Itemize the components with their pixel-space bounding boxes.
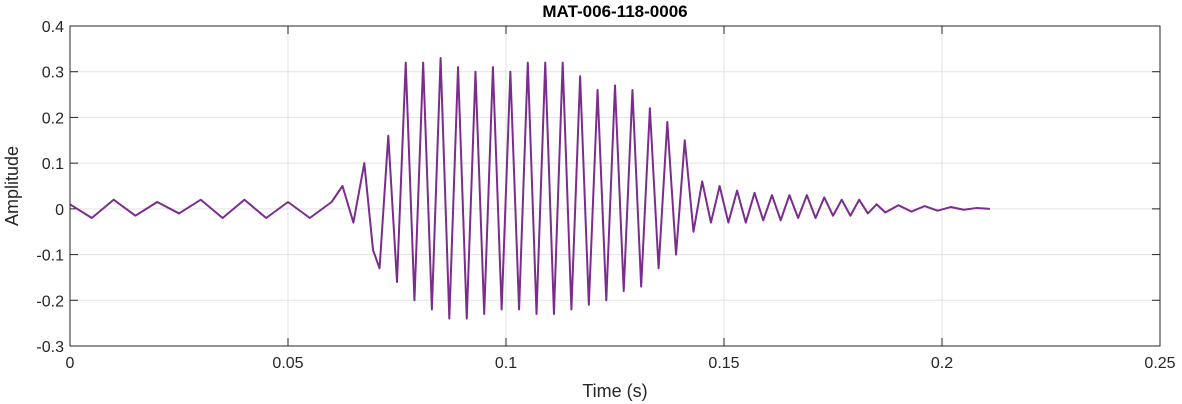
x-tick-label: 0.05 xyxy=(272,355,303,372)
plot-area xyxy=(70,26,1160,346)
tick-labels: 0 0.05 0.1 0.15 0.2 0.25 -0.3 -0.2 -0.1 0 0.1 0.2 0.… xyxy=(36,19,1175,372)
x-tick-label: 0.2 xyxy=(931,355,953,372)
x-tick-label: 0 xyxy=(66,355,75,372)
x-axis-label: Time (s) xyxy=(582,381,647,401)
y-tick-label: 0.2 xyxy=(42,110,64,127)
chart-title: MAT-006-118-0006 xyxy=(542,2,687,21)
x-tick-label: 0.25 xyxy=(1144,355,1175,372)
y-tick-label: -0.1 xyxy=(36,248,64,265)
x-tick-label: 0.15 xyxy=(708,355,739,372)
y-tick-label: -0.3 xyxy=(36,339,64,356)
y-tick-label: 0 xyxy=(55,202,64,219)
y-tick-label: 0.3 xyxy=(42,65,64,82)
series-line xyxy=(69,57,991,320)
y-tick-label: -0.2 xyxy=(36,293,64,310)
axes-box xyxy=(69,25,1161,347)
x-tick-label: 0.1 xyxy=(495,355,517,372)
y-tick-label: 0.1 xyxy=(42,156,64,173)
y-tick-label: 0.4 xyxy=(42,19,64,36)
y-axis-label: Amplitude xyxy=(2,146,22,226)
